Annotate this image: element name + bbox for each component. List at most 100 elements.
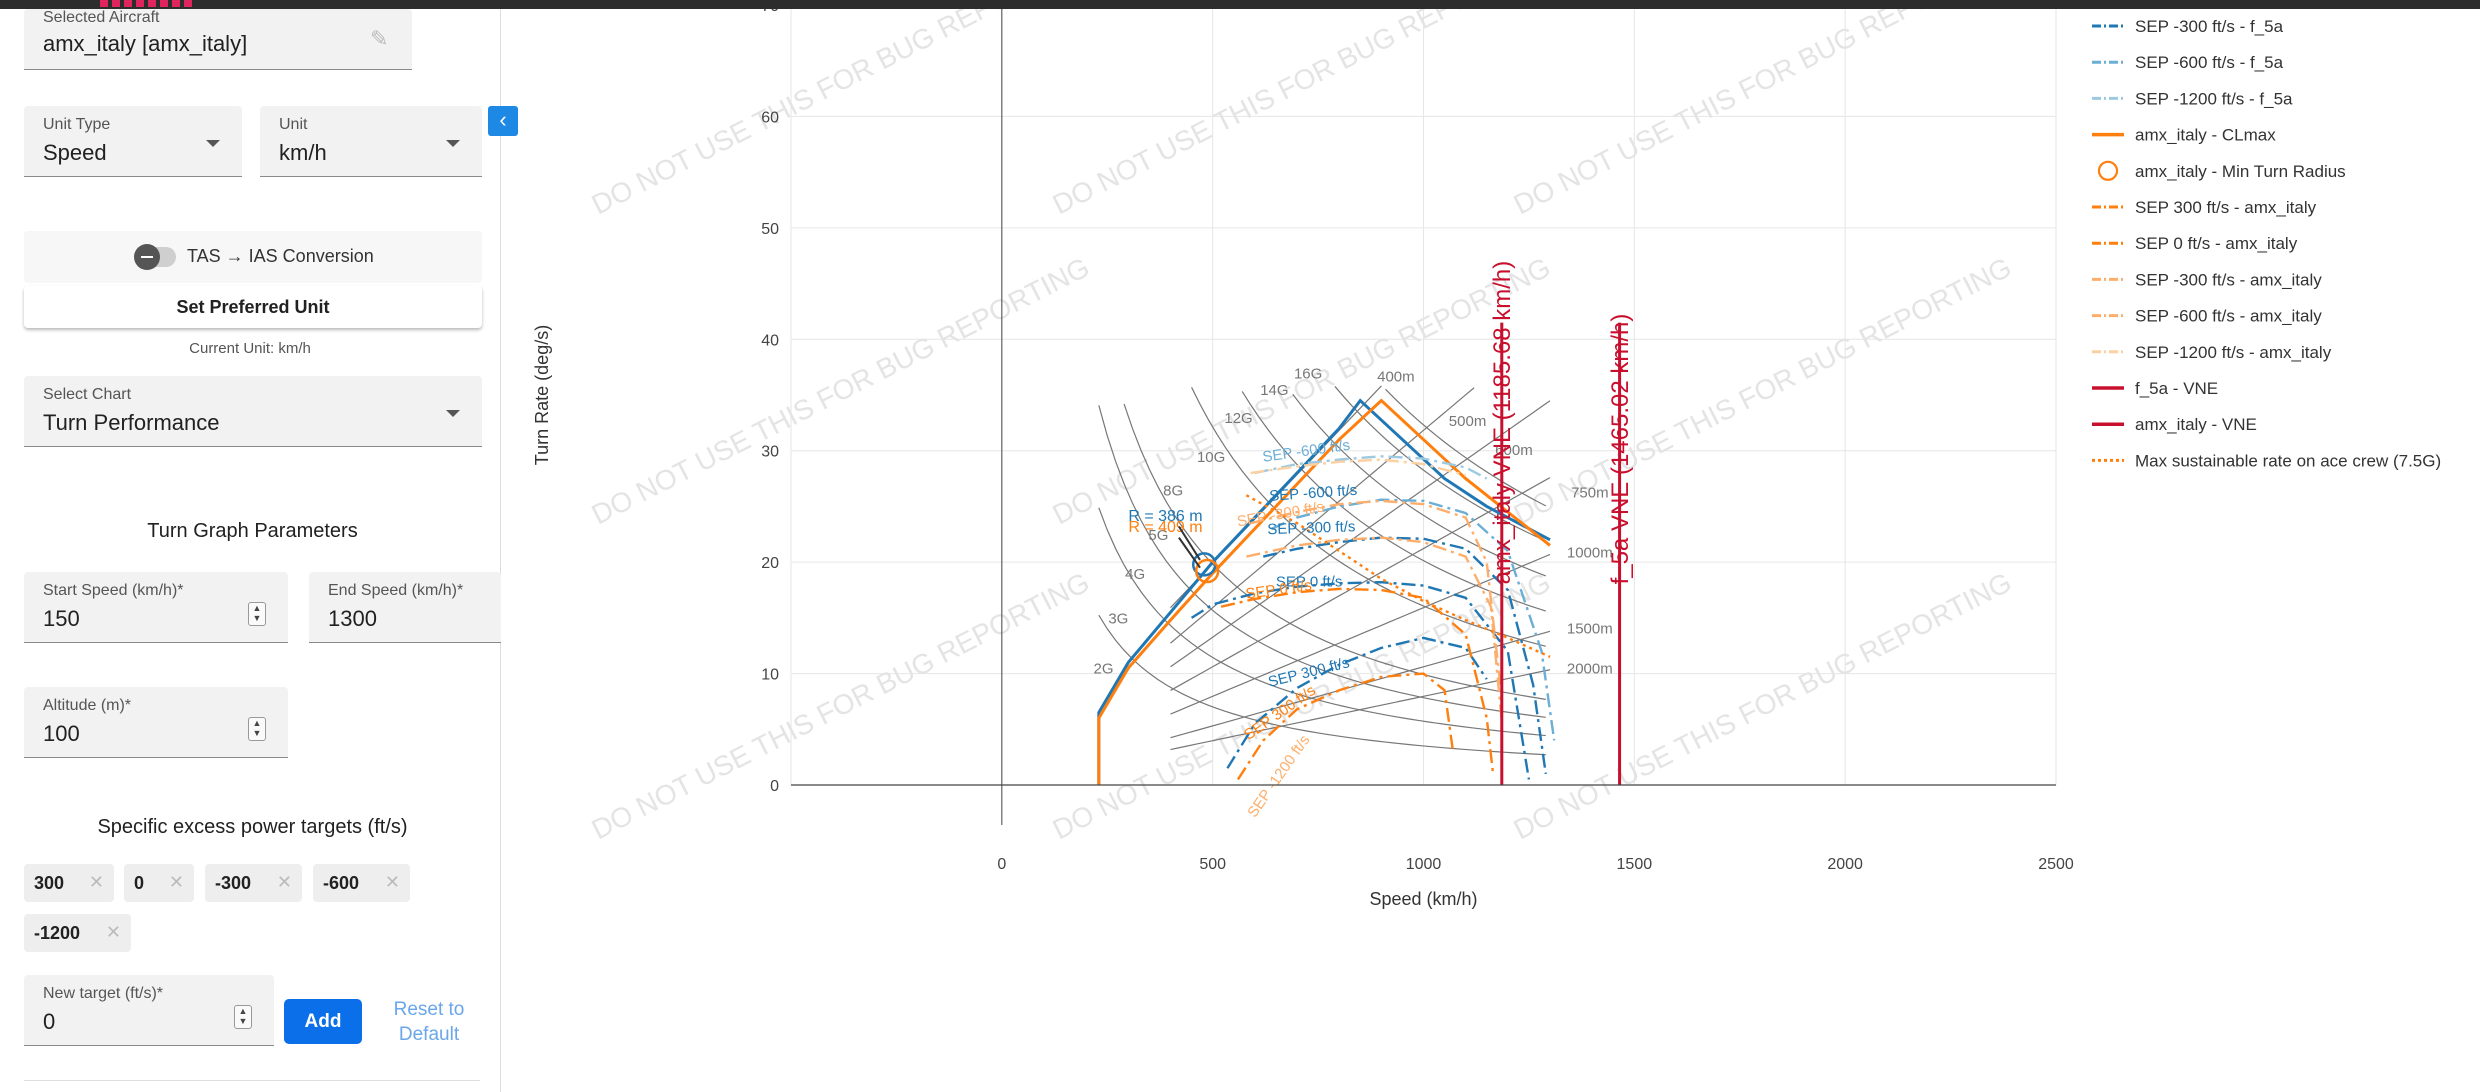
chevron-left-icon: ‹: [499, 107, 507, 132]
end-speed-label: End Speed (km/h)*: [328, 582, 464, 599]
start-speed-input[interactable]: Start Speed (km/h)* 150 ▲ ▼: [24, 572, 288, 643]
unit-label: Unit: [279, 116, 308, 133]
x-tick-label: 0: [997, 856, 1006, 873]
close-icon[interactable]: ✕: [276, 872, 292, 892]
sep-targets-title: Specific excess power targets (ft/s): [97, 816, 408, 838]
close-icon[interactable]: ✕: [384, 872, 400, 892]
unit-type-label: Unit Type: [43, 116, 111, 133]
radius-label: 500m: [1449, 413, 1487, 430]
series-line: [1246, 536, 1503, 719]
g-label: 12G: [1224, 410, 1252, 427]
current-unit-text: Current Unit: km/h: [189, 340, 311, 357]
chip-label: -1200: [34, 923, 81, 943]
selected-aircraft-label: Selected Aircraft: [43, 9, 160, 26]
turn-performance-chart[interactable]: DO NOT USE THIS FOR BUG REPORTING DO NOT …: [505, 9, 2480, 1092]
legend-label: amx_italy - Min Turn Radius: [2135, 162, 2346, 181]
g-label: 3G: [1108, 610, 1128, 627]
series-line: [1097, 398, 1551, 785]
legend-label: SEP -300 ft/s - f_5a: [2135, 17, 2284, 36]
add-target-button[interactable]: Add: [284, 999, 362, 1044]
number-stepper-icon[interactable]: ▲ ▼: [248, 602, 266, 626]
radius-label: 400m: [1377, 369, 1415, 386]
watermark-text: DO NOT USE THIS FOR BUG REPORTING: [587, 251, 1095, 530]
radius-annotation: R = 386 m: [1128, 508, 1202, 525]
x-tick-label: 500: [1199, 856, 1226, 873]
y-tick-label: 10: [761, 667, 779, 684]
vne-label: f_5a VNE (1465.02 km/h): [1607, 314, 1634, 585]
start-speed-value: 150: [43, 606, 80, 631]
x-tick-label: 2500: [2038, 856, 2074, 873]
g-label: 10G: [1197, 449, 1225, 466]
close-icon[interactable]: ✕: [168, 872, 184, 892]
radius-label: 1500m: [1567, 620, 1613, 637]
radius-line: [1170, 387, 1475, 644]
g-radius-mesh: 2G 3G 4G 5G 8G 10G 12G 14G 16G 400m 500m 600m 750m 10…: [1094, 365, 1613, 756]
sep-target-chip: -600 ✕: [313, 864, 410, 902]
g-label: 4G: [1125, 566, 1145, 583]
new-target-input[interactable]: New target (ft/s)* 0 ▲ ▼: [24, 975, 274, 1046]
end-speed-value: 1300: [328, 606, 377, 631]
series-line: [1250, 499, 1503, 696]
legend-swatch: [2097, 160, 2119, 181]
chevron-down-icon: [206, 140, 220, 147]
chip-label: -300: [215, 873, 252, 893]
series-line: [1262, 536, 1547, 775]
selected-aircraft-field[interactable]: Selected Aircraft amx_italy [amx_italy] …: [24, 9, 412, 70]
sep-inline-label: SEP 0 ft/s: [1276, 574, 1342, 591]
y-tick-label: 50: [761, 221, 779, 238]
radius-line: [1170, 400, 1551, 668]
radius-line: [1170, 553, 1551, 715]
g-line: [1241, 391, 1546, 612]
g-line: [1098, 405, 1546, 718]
turn-graph-params-title: Turn Graph Parameters: [147, 520, 358, 542]
set-preferred-unit-button[interactable]: Set Preferred Unit: [24, 286, 482, 328]
watermark-text: DO NOT USE THIS FOR BUG REPORTING: [587, 9, 1095, 220]
g-label: 16G: [1294, 365, 1322, 382]
x-tick-label: 2000: [1827, 856, 1863, 873]
series-line: [1250, 458, 1466, 477]
vne-label: amx_italy VNE (1185.68 km/h): [1489, 261, 1516, 585]
close-icon[interactable]: ✕: [88, 872, 104, 892]
series-layer: [1097, 398, 1556, 785]
select-chart-field[interactable]: Select Chart Turn Performance: [24, 376, 482, 447]
watermark-text: DO NOT USE THIS FOR BUG REPORTING: [587, 566, 1095, 845]
legend-label: SEP -300 ft/s - amx_italy: [2135, 270, 2322, 289]
reset-label-line1: Reset to: [393, 999, 465, 1020]
g-label: 8G: [1163, 482, 1183, 499]
radius-label: 600m: [1495, 442, 1533, 459]
g-label: 2G: [1094, 661, 1114, 678]
pencil-icon[interactable]: ✎: [370, 26, 389, 51]
unit-type-select[interactable]: Unit Type Speed: [24, 106, 242, 177]
annotation-layer: amx_italy VNE (1185.68 km/h) f_5a VNE (14…: [1128, 261, 1634, 821]
select-chart-value: Turn Performance: [43, 410, 220, 435]
altitude-input[interactable]: Altitude (m)* 100 ▲ ▼: [24, 687, 288, 758]
window-top-bar: [0, 0, 2480, 9]
series-line: [1254, 455, 1488, 480]
y-tick-label: 60: [761, 109, 779, 126]
y-tick-label: 30: [761, 444, 779, 461]
radius-line: [1170, 669, 1551, 751]
g-label: 14G: [1260, 382, 1288, 399]
legend-label: SEP 300 ft/s - amx_italy: [2135, 198, 2317, 217]
legend-label: SEP -1200 ft/s - f_5a: [2135, 89, 2293, 108]
close-icon[interactable]: ✕: [105, 922, 121, 942]
chip-label: -600: [323, 873, 360, 893]
x-tick-label: 1000: [1406, 856, 1442, 873]
collapse-sidebar-button[interactable]: ‹: [488, 106, 518, 136]
number-stepper-icon[interactable]: ▲ ▼: [248, 717, 266, 741]
sep-target-chip: -300 ✕: [205, 864, 302, 902]
unit-select[interactable]: Unit km/h: [260, 106, 482, 177]
sep-target-chip: 0 ✕: [124, 864, 194, 902]
reset-to-default-button[interactable]: Reset to Default: [384, 997, 474, 1047]
sep-inline-label: SEP -600 ft/s: [1269, 482, 1358, 505]
y-axis-title: Turn Rate (deg/s): [532, 325, 552, 465]
toggle-knob[interactable]: [134, 244, 160, 270]
radius-line: [1170, 477, 1551, 691]
new-target-value: 0: [43, 1009, 56, 1034]
chip-label: 300: [34, 873, 65, 893]
legend-label: SEP -600 ft/s - amx_italy: [2135, 307, 2322, 326]
radius-line: [1170, 630, 1551, 739]
end-speed-input[interactable]: End Speed (km/h)* 1300: [309, 572, 501, 643]
number-stepper-icon[interactable]: ▲ ▼: [234, 1005, 252, 1029]
radius-annotation: R = 409 m: [1128, 519, 1202, 536]
